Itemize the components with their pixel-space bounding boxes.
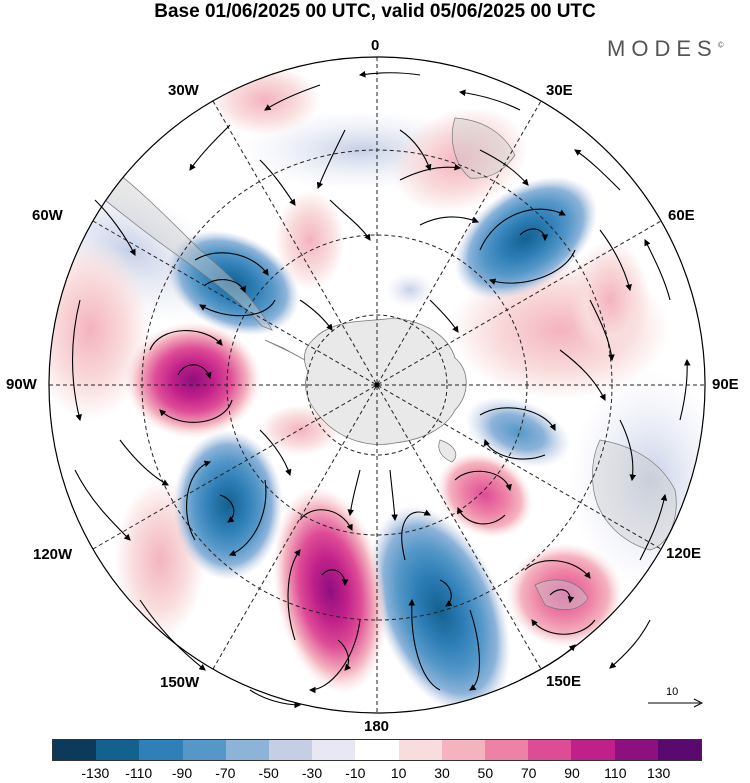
colorbar-tick-label: 10 [390, 765, 407, 781]
antarctica-landmass [304, 317, 467, 445]
colorbar-swatch [355, 740, 399, 760]
colorbar-tick-label: -10 [345, 765, 366, 781]
lon-label-30e: 30E [546, 82, 573, 99]
lon-label-90e: 90E [712, 376, 739, 393]
colorbar-swatch [182, 740, 226, 760]
modes-logo: MODES© [607, 36, 724, 61]
lon-label-30w: 30W [168, 82, 199, 99]
colorbar-ticks: -130 -110 -90 -70 -50 -30 -10 10 30 50 70 90 110 130 [52, 765, 702, 783]
reference-arrow-icon [648, 698, 704, 708]
colorbar-tick-label: -70 [215, 765, 236, 781]
wind-vectors [71, 70, 691, 709]
colorbar-swatch [312, 740, 356, 760]
lon-label-0: 0 [371, 37, 380, 54]
colorbar-tick-label: 30 [434, 765, 450, 781]
colorbar-tick-label: 130 [646, 765, 671, 781]
colorbar-swatch [139, 740, 183, 760]
south-america-landmass [79, 159, 273, 331]
australia-landmass [592, 439, 677, 551]
colorbar-tick-label: -130 [81, 765, 110, 781]
lon-label-90w: 90W [6, 376, 37, 393]
colorbar-tick-label: 50 [477, 765, 494, 781]
colorbar-tick-label: -110 [125, 765, 153, 781]
colorbar-swatch [528, 740, 572, 760]
colorbar-tick-label: -50 [258, 765, 279, 781]
colorbar-swatch [398, 740, 442, 760]
lon-label-150w: 150W [160, 674, 200, 691]
reference-vector-label: 10 [666, 686, 679, 698]
tasmania-landmass [534, 579, 589, 610]
colorbar-swatch [485, 740, 529, 760]
map-title: Base 01/06/2025 00 UTC, valid 05/06/2025… [154, 1, 596, 22]
colorbar-tick-label: 90 [564, 765, 580, 781]
colorbar-swatch [571, 740, 615, 760]
lon-label-60w: 60W [32, 207, 63, 224]
colorbar-swatch [657, 740, 702, 760]
map-boundary [48, 56, 706, 714]
lon-label-120w: 120W [33, 546, 73, 563]
lon-label-180: 180 [364, 718, 390, 735]
colorbar-tick-label: -30 [301, 765, 323, 781]
lon-label-120e: 120E [666, 545, 702, 562]
colorbar-swatch [96, 740, 140, 760]
colorbar-swatch [441, 740, 486, 760]
colorbar-swatch [53, 740, 97, 760]
anomaly-field [49, 57, 705, 713]
colorbar [52, 739, 702, 761]
colorbar-tick-label: 70 [520, 765, 537, 781]
lon-label-150e: 150E [546, 673, 582, 690]
reference-vector: 10 [646, 686, 706, 710]
lon-label-60e: 60E [668, 207, 695, 224]
kerguelen-landmass [438, 439, 457, 463]
colorbar-swatch [614, 740, 658, 760]
colorbar-swatch [225, 740, 270, 760]
africa-landmass [451, 117, 516, 179]
colorbar-swatch [269, 740, 313, 760]
colorbar-tick-label: 110 [604, 765, 627, 781]
colorbar-tick-label: -90 [171, 765, 193, 781]
